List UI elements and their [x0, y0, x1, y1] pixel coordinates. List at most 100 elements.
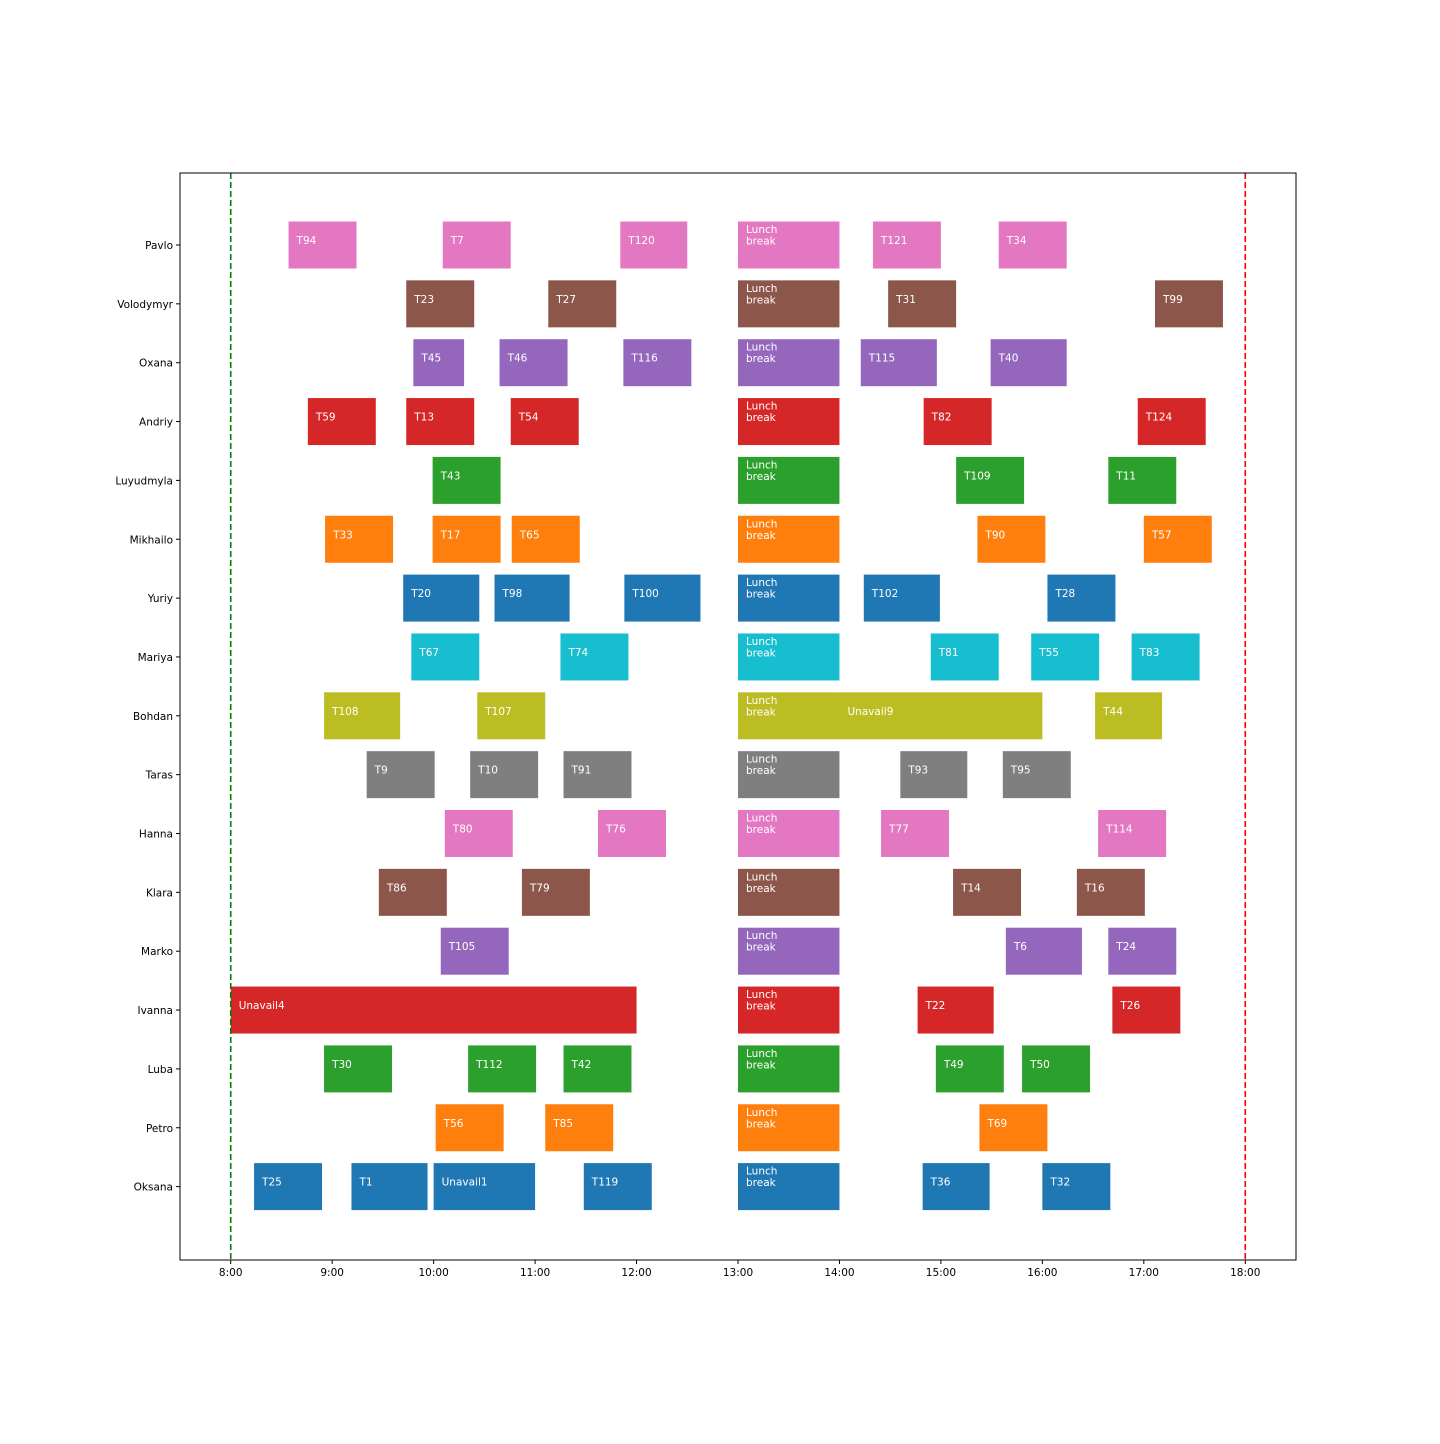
task-label-t11: T11: [1115, 470, 1136, 482]
task-bar-t24: [1108, 927, 1177, 975]
task-bar-t13: [406, 398, 475, 446]
task-label-t105: T105: [448, 941, 475, 953]
task-bar-t59: [307, 398, 376, 446]
task-label-t121: T121: [880, 235, 907, 247]
task-bar-t55: [1031, 633, 1100, 681]
x-tick-label: 18:00: [1230, 1267, 1260, 1279]
row-luba: T30 T112 T42 Lunch break T49 T50: [324, 1045, 1091, 1093]
task-bar-t76: [597, 810, 666, 857]
x-tick-label: 16:00: [1027, 1267, 1057, 1279]
task-bar-t45: [413, 339, 465, 387]
task-label-t90: T90: [984, 529, 1005, 541]
task-bar-t86: [378, 868, 447, 916]
task-label-t34: T34: [1006, 235, 1027, 247]
row-oxana: T45 T46 T116 Lunch break T115 T40: [413, 339, 1067, 387]
task-bar-t10: [470, 751, 539, 799]
task-bar-t119: [583, 1163, 652, 1211]
task-label-t50: T50: [1029, 1059, 1050, 1071]
task-label-t42: T42: [571, 1059, 592, 1071]
task-label-lunch-break: Lunch break: [746, 518, 777, 542]
row-volodymyr: T23 T27 Lunch break T31 T99: [406, 280, 1223, 328]
task-bar-t16: [1076, 868, 1145, 916]
task-label-lunch-break: Lunch break: [746, 930, 777, 954]
task-bar-t17: [432, 515, 501, 563]
task-bar-t95: [1002, 751, 1071, 799]
task-bar-t100: [624, 574, 701, 622]
task-bar-t20: [403, 574, 480, 622]
task-bar-unavail9: [839, 692, 1043, 740]
row-andriy: T59 T13 T54 Lunch break T82 T124: [307, 398, 1206, 446]
task-label-t27: T27: [555, 294, 576, 306]
reference-lines: [229, 173, 1247, 1260]
x-tick-label: 8:00: [219, 1267, 243, 1279]
task-bar-t46: [499, 339, 568, 387]
task-label-lunch-break: Lunch break: [746, 1107, 777, 1131]
task-label-t82: T82: [931, 412, 952, 424]
task-label-t7: T7: [450, 235, 464, 247]
task-bar-lunch-break: [738, 986, 840, 1034]
y-tick-label: Volodymyr: [117, 299, 173, 311]
row-yuriy: T20 T98 T100 Lunch break T102 T28: [403, 574, 1116, 622]
task-bar-t114: [1098, 810, 1167, 857]
task-label-unavail9: Unavail9: [847, 706, 893, 718]
task-bar-lunch-break: [738, 456, 840, 504]
task-label-t95: T95: [1010, 765, 1031, 777]
task-bar-t102: [863, 574, 940, 622]
task-bar-t80: [444, 810, 513, 857]
task-bar-lunch-break: [738, 751, 840, 799]
task-label-lunch-break: Lunch break: [746, 224, 777, 248]
task-bar-lunch-break: [738, 221, 840, 269]
task-label-lunch-break: Lunch break: [746, 342, 777, 366]
task-bar-t109: [956, 456, 1025, 504]
y-tick-label: Klara: [146, 887, 173, 899]
task-label-t98: T98: [502, 588, 523, 600]
task-label-t24: T24: [1115, 941, 1136, 953]
x-tick-label: 13:00: [723, 1267, 753, 1279]
task-bar-t81: [930, 633, 999, 681]
task-bar-t120: [620, 221, 688, 269]
task-label-t86: T86: [386, 882, 407, 894]
task-label-lunch-break: Lunch break: [746, 577, 777, 601]
task-label-t77: T77: [888, 824, 909, 836]
task-label-t14: T14: [960, 882, 981, 894]
task-label-lunch-break: Lunch break: [746, 283, 777, 307]
x-axis: 8:00 9:00 10:00 11:00 12:00 13:00 14:00 15:00 16…: [219, 1260, 1260, 1279]
task-bar-t33: [325, 515, 394, 563]
task-bar-t14: [953, 868, 1022, 916]
task-label-t94: T94: [296, 235, 317, 247]
task-label-lunch-break: Lunch break: [746, 459, 777, 483]
task-label-t120: T120: [627, 235, 654, 247]
task-label-t76: T76: [605, 824, 626, 836]
task-bar-t94: [288, 221, 357, 269]
task-label-t93: T93: [907, 765, 928, 777]
task-bar-unavail4: [230, 986, 637, 1034]
y-tick-label: Luyudmyla: [115, 475, 173, 487]
x-tick-label: 9:00: [320, 1267, 344, 1279]
task-bar-t98: [494, 574, 570, 622]
task-label-t91: T91: [571, 765, 592, 777]
task-bar-t93: [900, 751, 968, 799]
y-tick-label: Marko: [141, 946, 173, 958]
task-label-t55: T55: [1038, 647, 1059, 659]
task-label-t10: T10: [477, 765, 498, 777]
task-bar-t6: [1005, 927, 1082, 975]
task-bar-lunch-break: [738, 692, 840, 740]
y-tick-label: Andriy: [139, 417, 173, 429]
row-marko: T105 Lunch break T6 T24: [440, 927, 1177, 975]
task-bar-t82: [923, 398, 992, 446]
task-label-lunch-break: Lunch break: [746, 871, 777, 895]
task-label-t28: T28: [1054, 588, 1075, 600]
task-label-t40: T40: [998, 353, 1019, 365]
y-tick-label: Pavlo: [145, 240, 173, 252]
task-label-lunch-break: Lunch break: [746, 1166, 777, 1190]
task-bar-t90: [977, 515, 1046, 563]
task-bar-t43: [432, 456, 501, 504]
task-bar-t40: [990, 339, 1067, 387]
task-label-lunch-break: Lunch break: [746, 636, 777, 660]
task-label-t20: T20: [410, 588, 431, 600]
task-label-t23: T23: [413, 294, 434, 306]
task-bar-t77: [881, 810, 950, 857]
task-label-t80: T80: [452, 824, 473, 836]
task-label-t124: T124: [1145, 412, 1173, 424]
